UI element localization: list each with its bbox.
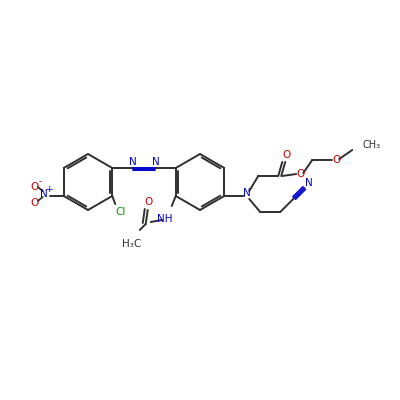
Text: O: O bbox=[332, 155, 340, 165]
Text: N: N bbox=[129, 157, 136, 167]
Text: N: N bbox=[243, 188, 251, 198]
Text: N: N bbox=[40, 189, 48, 199]
Text: O: O bbox=[31, 198, 39, 208]
Text: N: N bbox=[152, 157, 159, 167]
Text: O: O bbox=[282, 150, 290, 160]
Text: +: + bbox=[45, 186, 52, 194]
Text: H₃C: H₃C bbox=[122, 239, 141, 249]
Text: O: O bbox=[296, 169, 304, 179]
Text: CH₃: CH₃ bbox=[362, 140, 380, 150]
Text: N: N bbox=[305, 178, 313, 188]
Text: NH: NH bbox=[157, 214, 172, 224]
Text: O: O bbox=[31, 182, 39, 192]
Text: O: O bbox=[145, 197, 153, 207]
Text: -: - bbox=[38, 178, 41, 186]
Text: Cl: Cl bbox=[115, 207, 126, 217]
